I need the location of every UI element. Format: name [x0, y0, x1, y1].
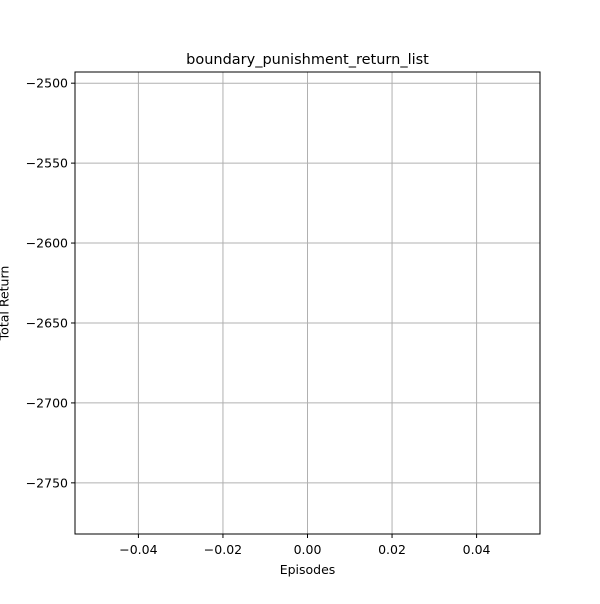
- y-axis-label: Total Return: [0, 266, 12, 342]
- y-tick-label: −2600: [26, 236, 68, 251]
- x-axis-label: Episodes: [280, 562, 336, 577]
- x-tick-label: 0.02: [378, 542, 406, 557]
- y-tick-label: −2750: [26, 475, 68, 490]
- x-tick-label: 0.04: [463, 542, 491, 557]
- x-axis-ticks: −0.04 −0.02 0.00 0.02 0.04: [119, 534, 491, 557]
- y-tick-label: −2650: [26, 315, 68, 330]
- grid-lines: [75, 72, 540, 534]
- x-tick-label: −0.02: [204, 542, 242, 557]
- y-tick-label: −2700: [26, 395, 68, 410]
- y-tick-label: −2550: [26, 156, 68, 171]
- y-axis-ticks: −2500 −2550 −2600 −2650 −2700 −2750: [26, 76, 75, 490]
- x-tick-label: −0.04: [119, 542, 157, 557]
- y-tick-label: −2500: [26, 76, 68, 91]
- x-tick-label: 0.00: [294, 542, 322, 557]
- chart-title: boundary_punishment_return_list: [186, 52, 429, 68]
